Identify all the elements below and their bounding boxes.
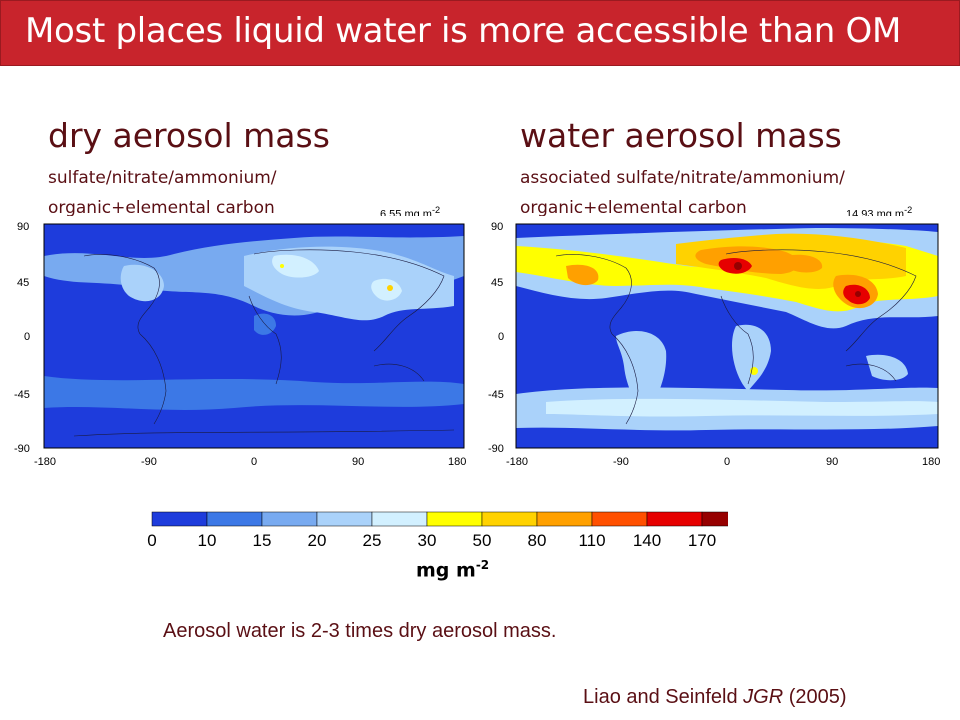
- colorbar-level-label: 20: [308, 531, 327, 550]
- title-bar: Most places liquid water is more accessi…: [0, 0, 960, 66]
- map-dry-xtick-m90: -90: [141, 456, 157, 468]
- panel-dry-subtitle-2: organic+elemental carbon: [48, 198, 275, 218]
- map-water-xtick-m180: -180: [506, 456, 528, 468]
- map-water: 90 45 0 -45 -90 -180 -90 0 90 180: [486, 216, 946, 479]
- colorbar-level-label: 15: [253, 531, 272, 550]
- blank-patch: [734, 502, 828, 542]
- panel-water-heading: water aerosol mass: [520, 116, 842, 155]
- colorbar: 0 10 15 20 25 30 50 80 110 140 170: [128, 504, 758, 554]
- panel-water-subtitle-1: associated sulfate/nitrate/ammonium/: [520, 168, 845, 188]
- map-water-ytick-45: 45: [491, 277, 503, 289]
- colorbar-level-label: 110: [578, 531, 605, 550]
- summary-note: Aerosol water is 2-3 times dry aerosol m…: [163, 620, 557, 642]
- map-dry-xtick-0: 0: [251, 456, 257, 468]
- colorbar-unit: mg m-2: [416, 558, 490, 582]
- colorbar-swatch: [371, 511, 428, 527]
- panel-dry-label-box: [30, 105, 340, 223]
- map-dry: 90 45 0 -45 -90 -180 -90 0 90 180: [14, 216, 484, 479]
- colorbar-swatch: [261, 511, 318, 527]
- colorbar-level-label: 25: [363, 531, 382, 550]
- citation: Liao and Seinfeld JGR (2005): [583, 686, 847, 708]
- colorbar-swatch: [536, 511, 593, 527]
- map-dry-ytick-45: 45: [17, 277, 29, 289]
- colorbar-swatch: [426, 511, 483, 527]
- colorbar-level-label: 30: [418, 531, 437, 550]
- map-water-ytick-90: 90: [491, 221, 503, 233]
- map-dry-xtick-90: 90: [352, 456, 364, 468]
- panel-dry-heading: dry aerosol mass: [48, 116, 330, 155]
- colorbar-swatch: [316, 511, 373, 527]
- map-water-svg: 90 45 0 -45 -90 -180 -90 0 90 180: [486, 216, 946, 474]
- colorbar-swatch: [591, 511, 648, 527]
- colorbar-level-label: 0: [147, 531, 156, 550]
- map-water-xtick-m90: -90: [613, 456, 629, 468]
- map-dry-ytick-0: 0: [24, 331, 30, 343]
- panel-dry-subtitle-1: sulfate/nitrate/ammonium/: [48, 168, 277, 188]
- map-dry-ytick-90: 90: [17, 221, 29, 233]
- map-water-ytick-m45: -45: [488, 389, 504, 401]
- map-dry-ytick-m45: -45: [14, 389, 30, 401]
- colorbar-level-label: 10: [198, 531, 217, 550]
- colorbar-level-label: 140: [633, 531, 661, 550]
- colorbar-svg: 0 10 15 20 25 30 50 80 110 140 170: [147, 511, 758, 550]
- map-dry-ytick-m90: -90: [14, 443, 30, 455]
- map-water-xtick-180: 180: [922, 456, 940, 468]
- map-water-ytick-m90: -90: [488, 443, 504, 455]
- colorbar-swatch: [206, 511, 263, 527]
- map-dry-xtick-m180: -180: [34, 456, 56, 468]
- map-dry-xtick-180: 180: [448, 456, 466, 468]
- map-water-xtick-0: 0: [724, 456, 730, 468]
- map-water-ytick-0: 0: [498, 331, 504, 343]
- colorbar-level-label: 170: [688, 531, 716, 550]
- colorbar-swatch: [151, 511, 208, 527]
- colorbar-swatch: [481, 511, 538, 527]
- colorbar-level-label: 80: [528, 531, 547, 550]
- colorbar-level-label: 50: [473, 531, 492, 550]
- panel-water-subtitle-2: organic+elemental carbon: [520, 198, 747, 218]
- map-dry-svg: 90 45 0 -45 -90 -180 -90 0 90 180: [14, 216, 484, 474]
- map-water-xtick-90: 90: [826, 456, 838, 468]
- colorbar-swatch: [646, 511, 703, 527]
- slide-title: Most places liquid water is more accessi…: [25, 11, 902, 51]
- panel-water-label-box: [490, 112, 940, 224]
- colorbar-swatch: [701, 511, 758, 527]
